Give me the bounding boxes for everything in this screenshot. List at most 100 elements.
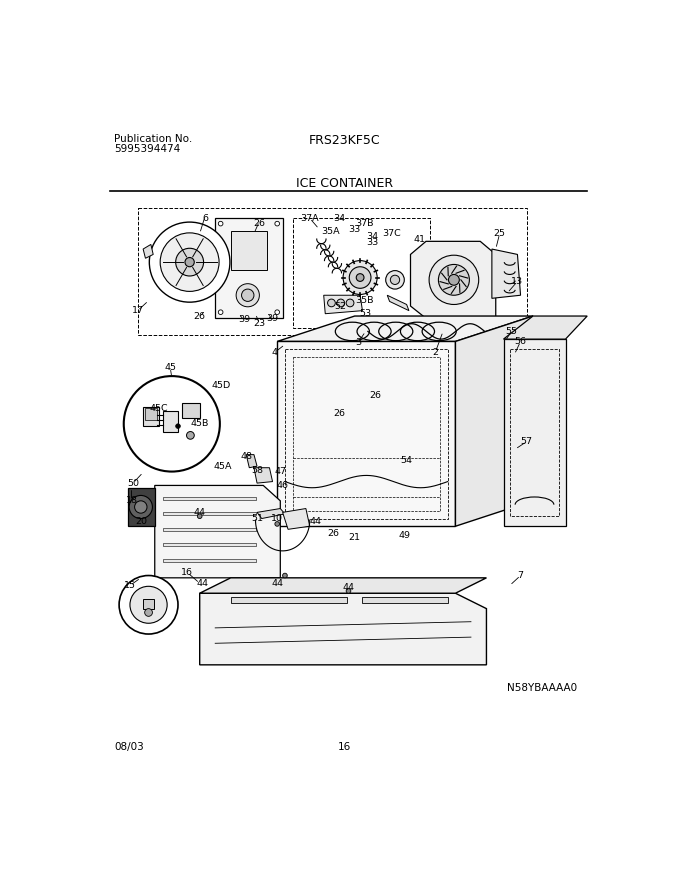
Circle shape [343,261,377,295]
Circle shape [346,588,351,594]
Circle shape [160,233,219,291]
Text: 08/03: 08/03 [114,742,144,752]
Circle shape [135,501,147,514]
Polygon shape [128,488,155,527]
Text: 2: 2 [432,348,439,356]
Polygon shape [231,597,347,603]
Text: 37A: 37A [301,214,319,222]
Text: 56: 56 [515,337,526,346]
Text: 6: 6 [202,214,208,222]
Circle shape [130,587,167,623]
Text: 50: 50 [127,479,139,488]
Text: 45C: 45C [150,404,168,413]
Circle shape [356,274,364,282]
Text: 16: 16 [338,742,352,752]
Polygon shape [246,454,257,468]
Text: 49: 49 [398,531,410,540]
Circle shape [175,249,203,276]
Circle shape [241,289,254,302]
Polygon shape [411,242,496,318]
Text: 23: 23 [254,319,265,328]
Text: 3: 3 [355,339,361,348]
Text: 47: 47 [274,467,286,476]
Circle shape [175,424,180,428]
Circle shape [218,222,223,226]
Text: 33: 33 [349,225,361,235]
Text: 37C: 37C [381,229,401,238]
Text: ICE CONTAINER: ICE CONTAINER [296,177,393,190]
Polygon shape [362,597,447,603]
Polygon shape [277,316,533,342]
Polygon shape [277,342,456,527]
Text: 21: 21 [349,533,360,541]
Polygon shape [145,408,157,420]
Polygon shape [143,407,158,426]
Text: 44: 44 [197,579,209,587]
Text: 26: 26 [194,312,205,322]
Text: 5995394474: 5995394474 [114,144,181,155]
Circle shape [119,575,178,634]
Polygon shape [503,316,588,339]
Text: 55: 55 [505,327,517,336]
Text: 58: 58 [251,466,263,474]
Polygon shape [456,316,533,527]
Text: FRS23KF5C: FRS23KF5C [309,134,380,147]
Polygon shape [257,508,285,519]
Polygon shape [503,339,566,527]
Text: 57: 57 [521,437,532,446]
Polygon shape [163,543,256,547]
Text: 4: 4 [272,348,278,356]
Polygon shape [163,559,256,561]
Text: 39: 39 [267,314,279,323]
Circle shape [346,299,354,307]
Text: 44: 44 [310,517,322,526]
Circle shape [386,270,405,289]
Text: 45A: 45A [214,461,232,471]
Text: 52: 52 [335,302,347,310]
Circle shape [449,275,459,285]
Text: 20: 20 [135,517,147,526]
Text: 46: 46 [277,481,288,490]
Text: 18: 18 [126,496,137,506]
Polygon shape [324,295,362,314]
Circle shape [185,257,194,267]
Text: 26: 26 [327,529,339,539]
Circle shape [275,222,279,226]
Text: 34: 34 [367,232,379,242]
Text: 26: 26 [254,219,265,229]
Text: 44: 44 [194,507,205,517]
Polygon shape [387,295,409,310]
Text: 54: 54 [401,455,413,465]
Text: 10: 10 [271,514,283,523]
Text: N58YBAAAA0: N58YBAAAA0 [507,683,577,693]
Text: 25: 25 [494,229,506,238]
Polygon shape [163,411,178,432]
Text: 33: 33 [367,238,379,248]
Polygon shape [200,594,486,665]
Circle shape [150,222,230,302]
Text: 26: 26 [370,391,381,400]
Polygon shape [163,513,256,515]
Text: 39: 39 [238,315,250,324]
Polygon shape [231,231,267,270]
Text: 41: 41 [414,235,426,243]
Polygon shape [283,508,310,529]
Circle shape [337,299,345,307]
Circle shape [145,608,152,616]
Text: 13: 13 [511,277,524,286]
Text: 51: 51 [251,514,263,523]
Text: 45D: 45D [211,381,231,390]
Text: 15: 15 [124,581,136,590]
Polygon shape [163,527,256,531]
Text: 37B: 37B [355,219,373,229]
Circle shape [129,495,152,519]
Polygon shape [200,578,486,594]
Circle shape [236,283,259,307]
Circle shape [429,255,479,304]
Circle shape [439,264,469,295]
Text: 17: 17 [132,306,143,315]
Text: 35B: 35B [355,296,373,305]
Text: 35A: 35A [322,227,340,235]
Text: 7: 7 [517,571,524,580]
Polygon shape [143,599,154,608]
